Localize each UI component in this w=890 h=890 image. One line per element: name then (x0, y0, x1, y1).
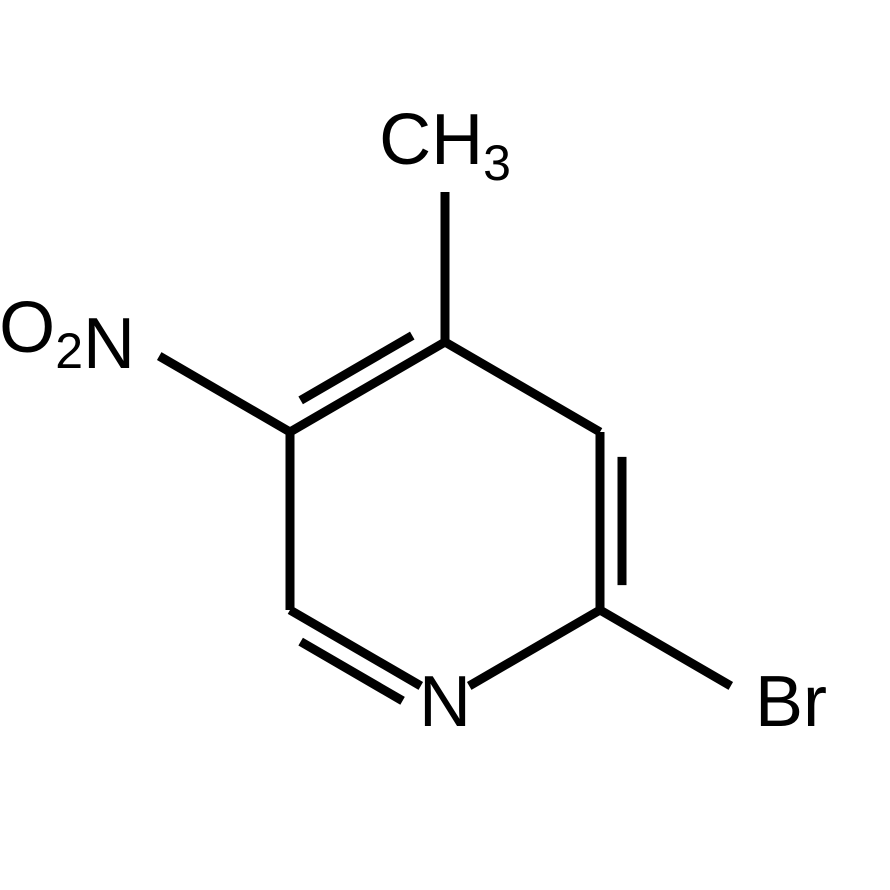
atom-label-Br: Br (755, 662, 827, 742)
atom-label-NO2: O2N (0, 288, 135, 384)
chemical-structure: N Br CH3 O2N (0, 0, 890, 890)
atom-label-N1: N (419, 662, 471, 742)
atom-label-CH3: CH3 (379, 100, 511, 191)
